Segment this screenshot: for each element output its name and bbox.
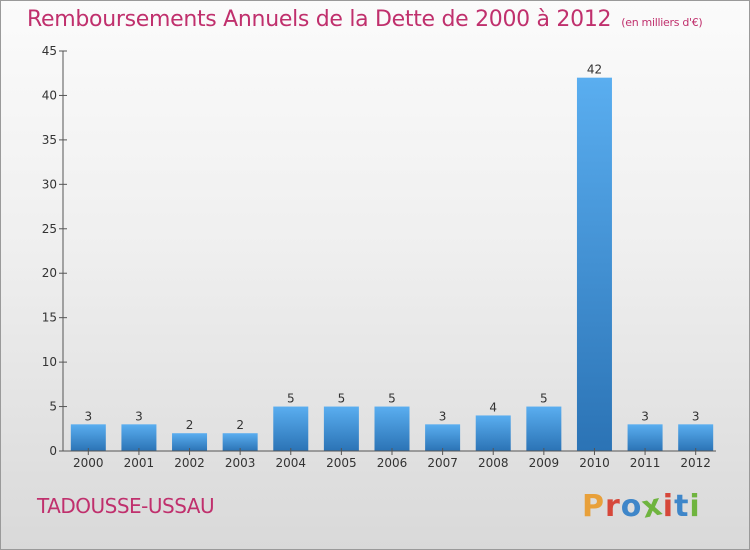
data-label-2008: 4 bbox=[489, 400, 497, 414]
bar-2011 bbox=[627, 424, 663, 451]
bars-layer: 3 3 2 2 5 5 5 3 4 5 42 3 3 bbox=[70, 63, 714, 452]
y-tick-label: 10 bbox=[42, 355, 57, 369]
logo-letter: o bbox=[620, 489, 643, 524]
bar-2005 bbox=[323, 406, 359, 451]
bar-2003 bbox=[222, 433, 258, 451]
bar-2008 bbox=[475, 415, 511, 451]
y-tick-label: 30 bbox=[42, 177, 57, 191]
x-tick-label-2006: 2006 bbox=[377, 456, 408, 470]
commune-name: TADOUSSE-USSAU bbox=[37, 494, 215, 518]
chart-title: Remboursements Annuels de la Dette de 20… bbox=[27, 7, 703, 32]
chart-title-text: Remboursements Annuels de la Dette de 20… bbox=[27, 7, 612, 32]
proxiti-logo: Proxiti bbox=[582, 487, 701, 525]
y-tick-label: 20 bbox=[42, 266, 57, 280]
logo-letter: r bbox=[605, 489, 621, 524]
logo-letter: i bbox=[662, 489, 675, 524]
y-tick-label: 45 bbox=[42, 44, 57, 58]
bar-2012 bbox=[678, 424, 714, 451]
bar-2002 bbox=[172, 433, 208, 451]
data-label-2006: 5 bbox=[388, 392, 396, 406]
y-tick-label: 40 bbox=[42, 88, 57, 102]
data-label-2007: 3 bbox=[439, 409, 447, 423]
x-tick-label-2008: 2008 bbox=[478, 456, 509, 470]
bar-2010 bbox=[576, 77, 612, 452]
data-label-2011: 3 bbox=[641, 409, 649, 423]
data-label-2000: 3 bbox=[84, 409, 92, 423]
bar-2004 bbox=[273, 406, 309, 451]
x-tick-label-2000: 2000 bbox=[73, 456, 104, 470]
data-label-2003: 2 bbox=[236, 418, 244, 432]
x-tick-label-2009: 2009 bbox=[529, 456, 560, 470]
x-tick-label-2002: 2002 bbox=[174, 456, 205, 470]
x-tick-label-2007: 2007 bbox=[427, 456, 458, 470]
data-label-2005: 5 bbox=[338, 392, 346, 406]
y-tick-label: 0 bbox=[49, 444, 57, 458]
bar-2006 bbox=[374, 406, 410, 451]
data-label-2009: 5 bbox=[540, 392, 548, 406]
chart-unit: (en milliers d'€) bbox=[621, 16, 703, 29]
bar-2001 bbox=[121, 424, 157, 451]
x-tick-label-2001: 2001 bbox=[124, 456, 155, 470]
x-tick-label-2003: 2003 bbox=[225, 456, 256, 470]
logo-letter: i bbox=[689, 489, 701, 524]
logo-letter: t bbox=[674, 489, 690, 524]
bar-2007 bbox=[425, 424, 461, 451]
logo-letter: P bbox=[582, 489, 605, 524]
x-tick-label-2012: 2012 bbox=[680, 456, 711, 470]
data-label-2001: 3 bbox=[135, 409, 143, 423]
data-label-2010: 42 bbox=[587, 63, 602, 77]
y-tick-label: 15 bbox=[42, 311, 57, 325]
y-tick-label: 5 bbox=[49, 400, 57, 414]
bar-2000 bbox=[70, 424, 106, 451]
data-label-2002: 2 bbox=[186, 418, 194, 432]
data-label-2012: 3 bbox=[692, 409, 700, 423]
y-tick-label: 35 bbox=[42, 133, 57, 147]
data-label-2004: 5 bbox=[287, 392, 295, 406]
x-tick-label-2011: 2011 bbox=[630, 456, 661, 470]
x-tick-label-2005: 2005 bbox=[326, 456, 357, 470]
y-tick-label: 25 bbox=[42, 222, 57, 236]
x-tick-label-2004: 2004 bbox=[275, 456, 306, 470]
bar-2009 bbox=[526, 406, 562, 451]
x-tick-label-2010: 2010 bbox=[579, 456, 610, 470]
